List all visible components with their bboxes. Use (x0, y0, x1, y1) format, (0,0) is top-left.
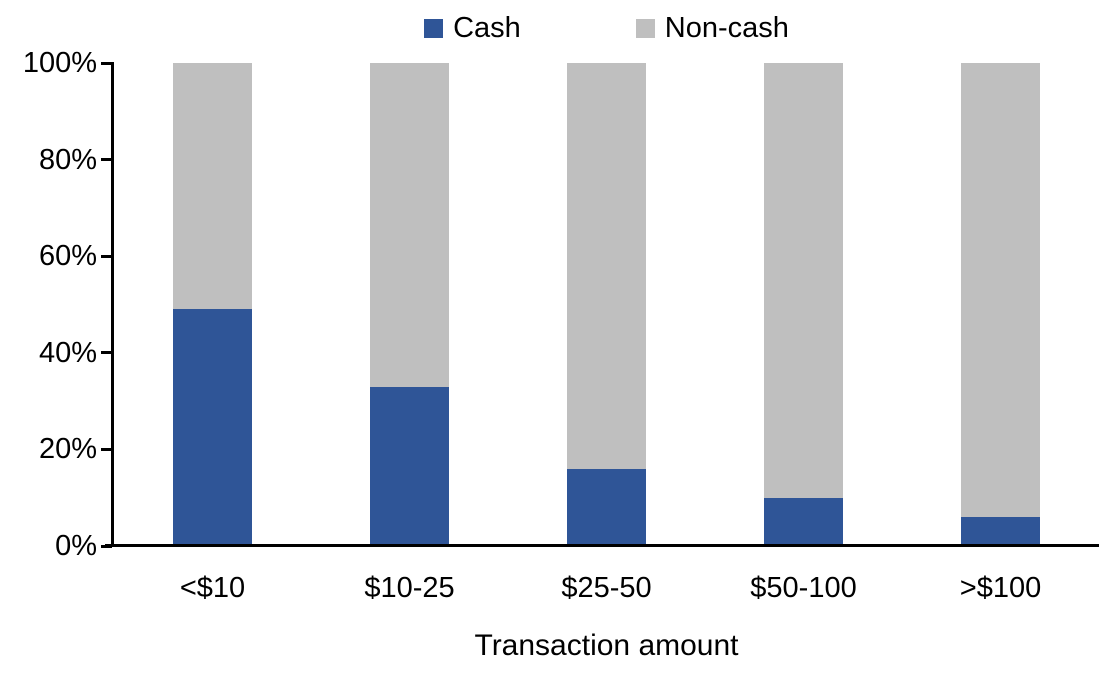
x-axis-labels: <$10 $10-25 $25-50 $50-100 >$100 (114, 571, 1099, 605)
y-axis-line (111, 62, 114, 547)
y-axis-tick-label: 20% (38, 433, 97, 466)
bar--50-100 (764, 63, 843, 546)
bar-segment-non-cash (764, 63, 843, 498)
x-axis-line (105, 544, 1099, 547)
cash-swatch-icon (424, 18, 444, 38)
y-axis-tick-label: 40% (38, 336, 97, 369)
y-axis-tick (101, 61, 112, 65)
x-axis-label: <$10 (179, 572, 246, 604)
bar-segment-non-cash (173, 63, 252, 310)
y-axis-tick (101, 158, 112, 162)
non-cash-swatch-icon (635, 18, 655, 38)
bar-segment-non-cash (961, 63, 1040, 518)
y-axis-tick-label: 100% (22, 47, 97, 79)
y-axis-tick (101, 351, 112, 355)
y-axis-tick (101, 447, 112, 451)
bar--25-50 (567, 63, 646, 546)
legend-item-cash: Cash (424, 12, 521, 45)
legend-label-cash: Cash (453, 11, 521, 44)
bar-segment-cash (764, 497, 843, 546)
y-axis-tick-label: 80% (38, 143, 97, 176)
x-axis-label: $10-25 (364, 572, 455, 604)
legend-item-non-cash: Non-cash (635, 11, 789, 45)
bar-segment-cash (961, 517, 1040, 546)
x-axis-label: $50-100 (750, 572, 857, 604)
bar--100 (961, 63, 1040, 546)
x-axis-label: >$100 (959, 572, 1042, 604)
plot-area: 0% 20% 40% 60% 80% 100% (23, 48, 1099, 561)
x-axis-title: Transaction amount (474, 629, 739, 662)
bar-segment-cash (567, 468, 646, 546)
bar-segment-cash (370, 386, 449, 546)
legend-label-non-cash: Non-cash (664, 11, 789, 44)
bar--10 (173, 63, 252, 546)
bar--10-25 (370, 63, 449, 546)
x-axis-label: $25-50 (561, 572, 652, 604)
y-axis-tick-label: 0% (55, 530, 97, 562)
y-axis-tick (101, 254, 112, 258)
bar-segment-cash (173, 309, 252, 546)
bar-segment-non-cash (370, 63, 449, 387)
bar-segment-non-cash (567, 63, 646, 469)
y-axis-tick-label: 60% (38, 240, 97, 273)
chart-legend: Cash Non-cash (114, 10, 1099, 46)
